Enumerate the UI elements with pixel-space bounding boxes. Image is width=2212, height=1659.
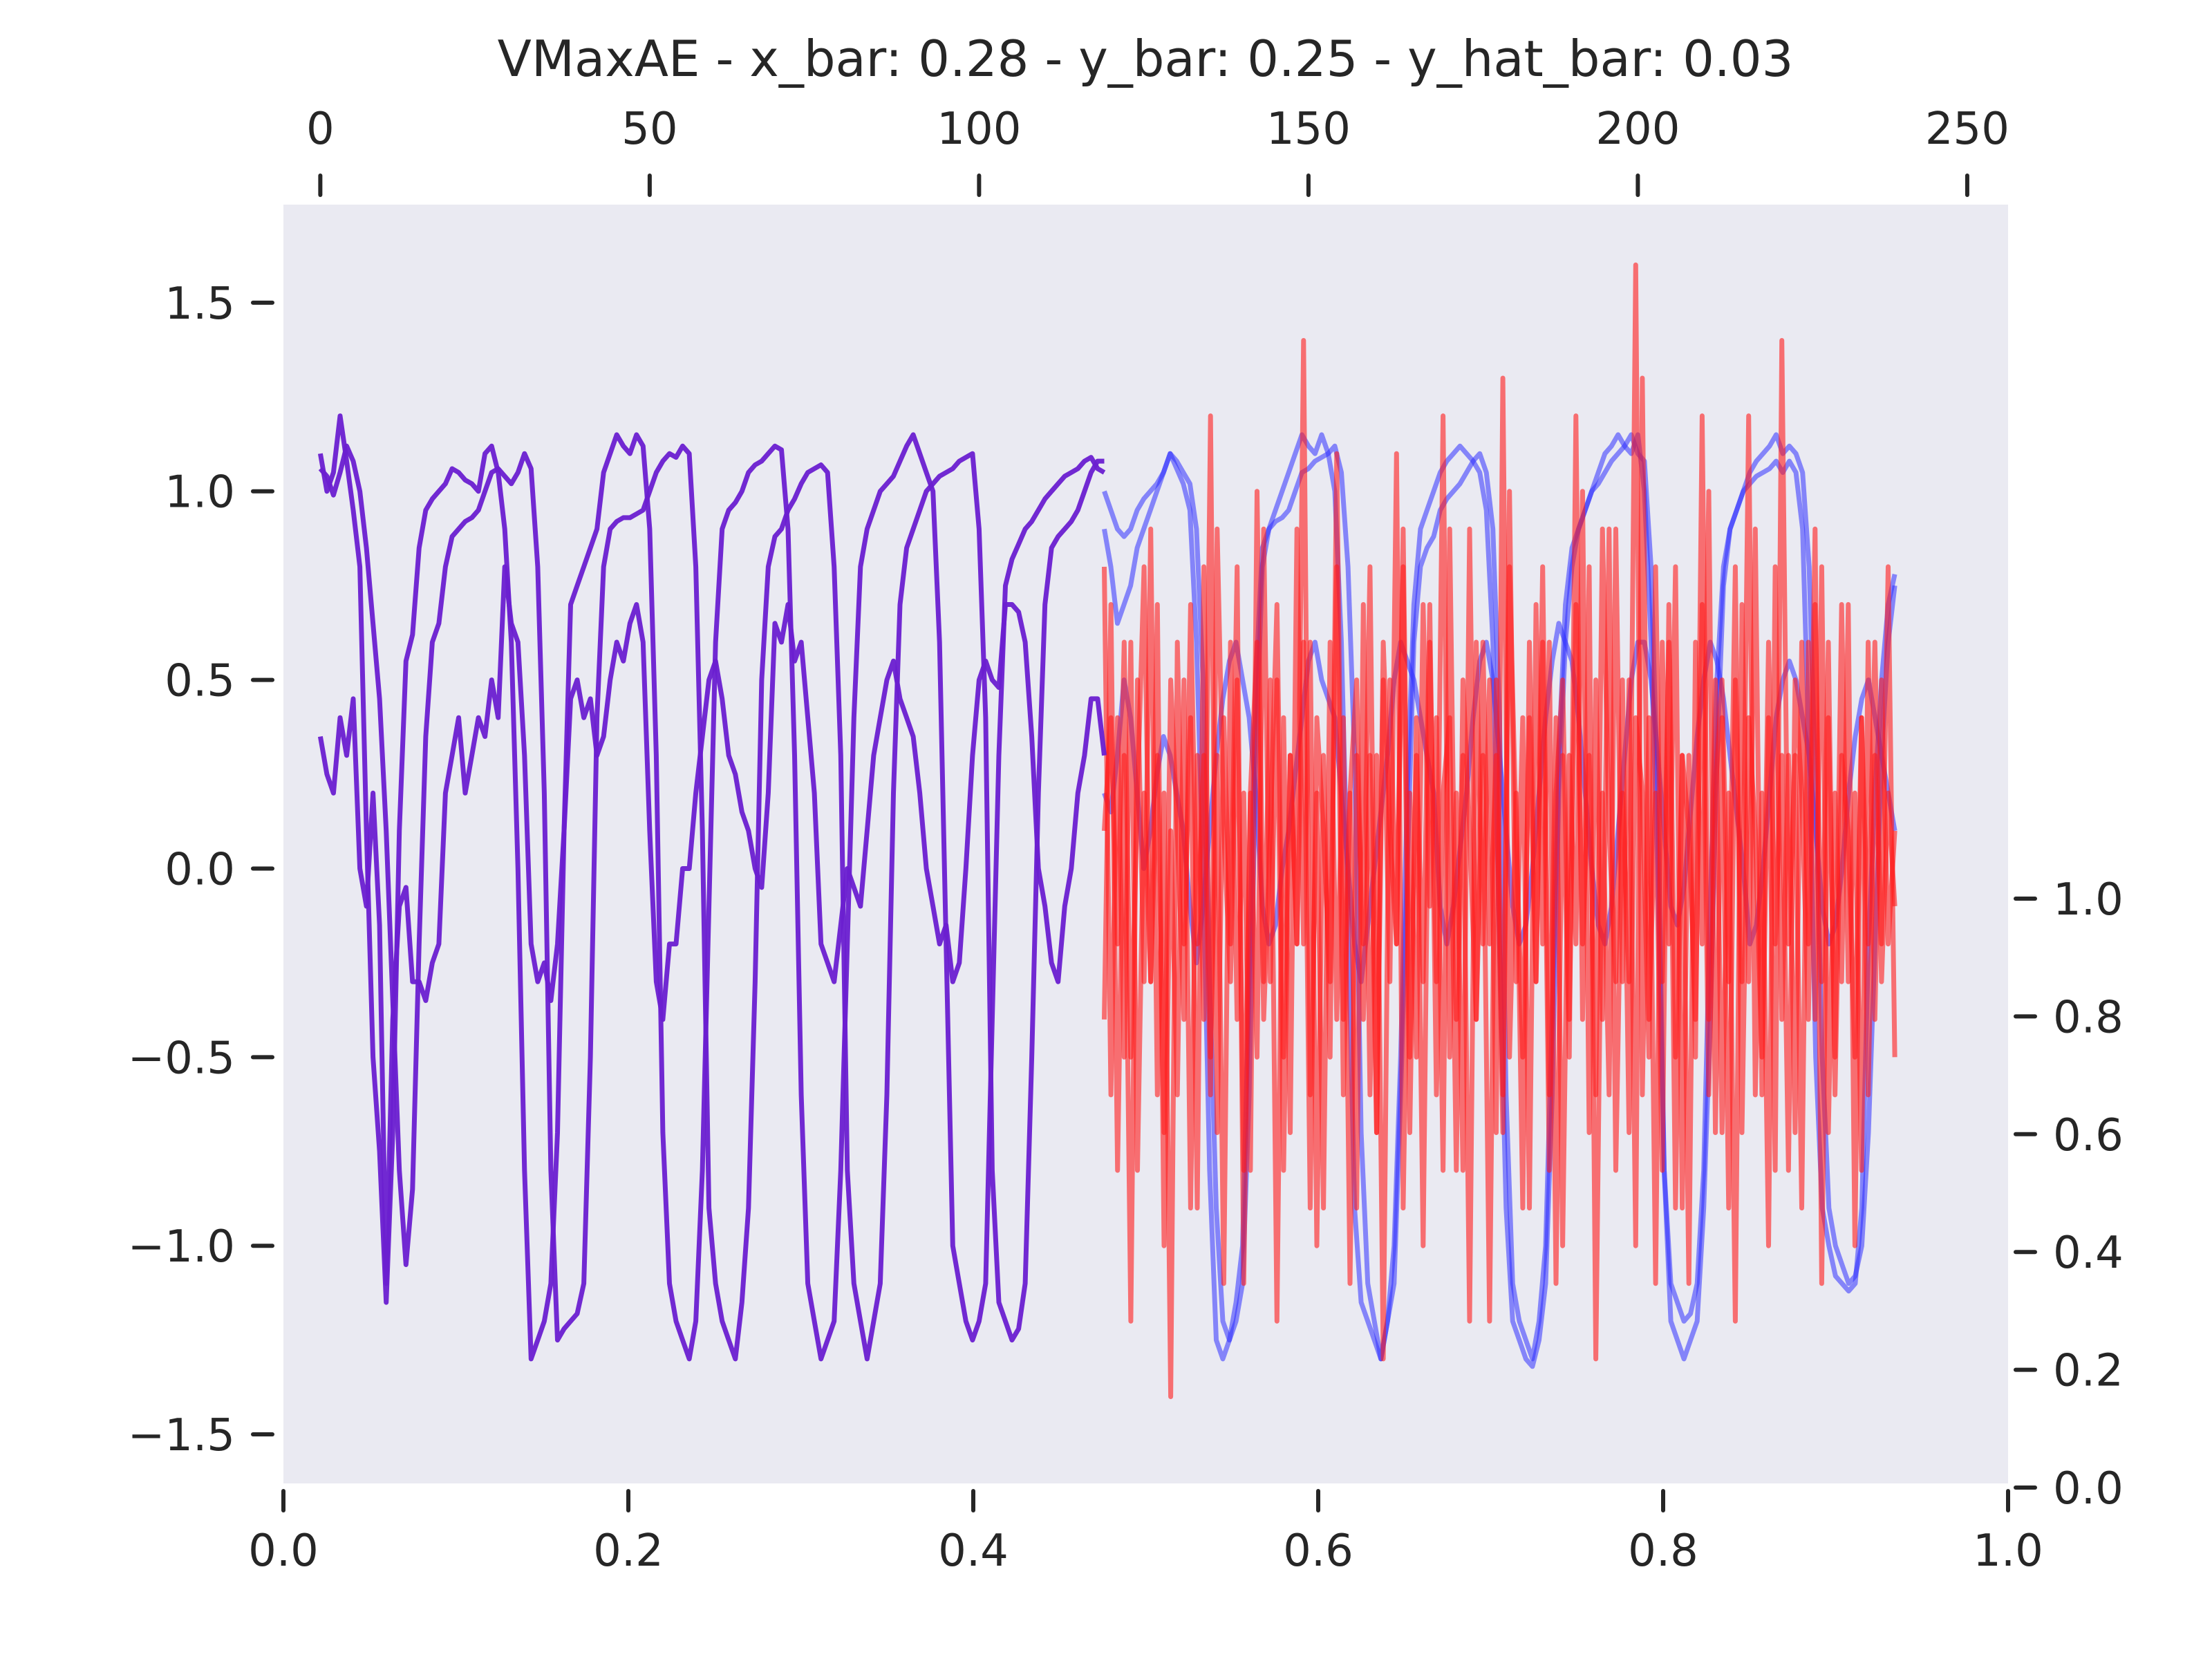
bottom-x-tick-label: 1.0 (1973, 1526, 2043, 1577)
right-y-tick-label: 1.0 (2053, 874, 2124, 926)
left-y-tick-label: −1.0 (128, 1221, 235, 1273)
bottom-x-tick-label: 0.8 (1628, 1526, 1698, 1577)
series-line-input-0 (318, 443, 1105, 1362)
series-line-recon-8 (1102, 526, 1897, 1211)
top-x-tick-label: 50 (621, 104, 677, 155)
top-x-tick-label: 150 (1266, 104, 1351, 155)
series-line-input-2 (317, 564, 1107, 1286)
right-y-tick-label: 0.8 (2053, 992, 2124, 1043)
right-y-tick-label: 0.2 (2053, 1346, 2124, 1397)
bottom-x-axis: 0.0 0.2 0.4 0.6 0.8 1.0 (248, 1489, 2043, 1577)
left-y-tick-label: 1.5 (165, 279, 235, 330)
top-x-tick-label: 100 (937, 104, 1021, 155)
bottom-x-tick-label: 0.6 (1283, 1526, 1353, 1577)
bottom-x-tick-label: 0.2 (593, 1526, 664, 1577)
series-line-input-1 (317, 413, 1106, 1362)
left-y-tick-label: −0.5 (128, 1033, 235, 1084)
top-x-tick-label: 250 (1925, 104, 2009, 155)
left-y-tick-label: 0.5 (165, 656, 235, 707)
right-y-tick-label: 0.0 (2053, 1463, 2124, 1515)
top-x-tick-label: 0 (306, 104, 335, 155)
left-y-tick-label: 1.0 (165, 467, 235, 518)
chart-title: VMaxAE - x_bar: 0.28 - y_bar: 0.25 - y_h… (498, 30, 1794, 88)
bottom-x-tick-label: 0.4 (938, 1526, 1009, 1577)
top-x-axis: 0 50 100 150 200 250 (306, 104, 2009, 197)
top-x-tick-label: 200 (1595, 104, 1680, 155)
right-y-tick-label: 0.6 (2053, 1110, 2124, 1161)
plot-area (317, 262, 1897, 1399)
left-y-tick-label: 0.0 (165, 844, 235, 895)
left-y-axis: 1.5 1.0 0.5 0.0 −0.5 −1.0 −1.5 (128, 279, 274, 1461)
right-y-tick-label: 0.4 (2053, 1228, 2124, 1279)
bottom-x-tick-label: 0.0 (248, 1526, 319, 1577)
left-y-tick-label: −1.5 (128, 1410, 235, 1461)
right-y-axis: 1.0 0.8 0.6 0.4 0.2 0.0 (2014, 874, 2124, 1515)
